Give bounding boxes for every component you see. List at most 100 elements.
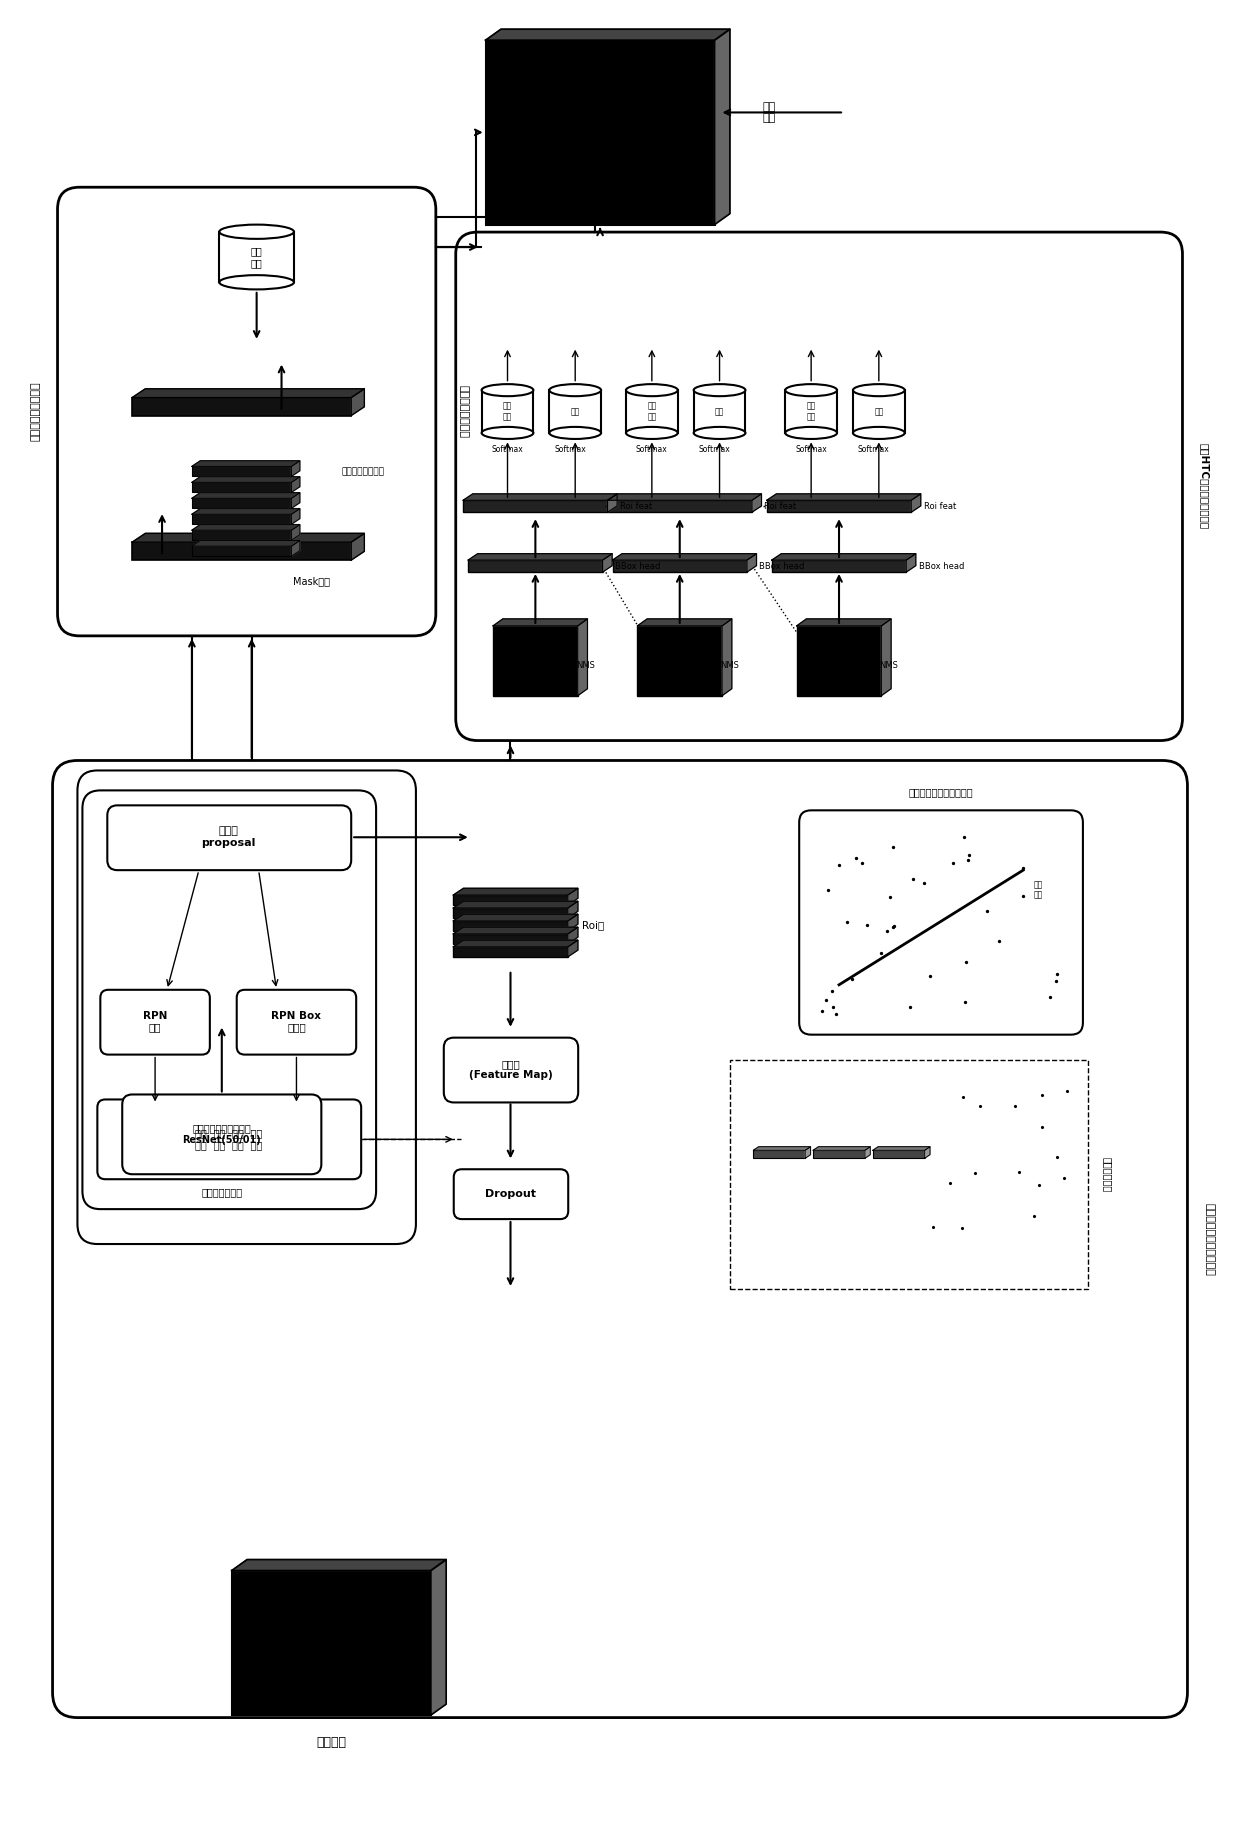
Polygon shape: [192, 492, 300, 499]
FancyBboxPatch shape: [57, 188, 435, 635]
Text: 感知  基于  调度  感知
区域  任务  网络  感知: 感知 基于 调度 感知 区域 任务 网络 感知: [195, 1129, 263, 1149]
Text: Softmax: Softmax: [858, 446, 890, 453]
Text: 回归: 回归: [874, 407, 883, 416]
FancyBboxPatch shape: [98, 1100, 361, 1179]
Polygon shape: [906, 554, 916, 573]
Polygon shape: [469, 554, 613, 560]
Text: Mask结果: Mask结果: [293, 577, 330, 586]
Polygon shape: [486, 29, 730, 41]
Text: 平衡特征提取器: 平衡特征提取器: [201, 1188, 242, 1197]
Polygon shape: [291, 460, 300, 477]
Polygon shape: [637, 619, 732, 626]
Bar: [192, 483, 291, 492]
Ellipse shape: [219, 274, 294, 289]
Bar: [873, 1149, 925, 1159]
Ellipse shape: [626, 385, 678, 396]
FancyBboxPatch shape: [800, 810, 1083, 1035]
Polygon shape: [494, 619, 588, 626]
Ellipse shape: [693, 385, 745, 396]
Bar: [608, 501, 751, 512]
Polygon shape: [291, 508, 300, 525]
Polygon shape: [291, 492, 300, 508]
Bar: [771, 560, 906, 573]
FancyBboxPatch shape: [456, 232, 1183, 740]
Text: 特征图
(Feature Map): 特征图 (Feature Map): [469, 1059, 552, 1081]
Bar: [766, 501, 911, 512]
Polygon shape: [291, 525, 300, 540]
Bar: [192, 530, 291, 540]
Text: 分割
结果: 分割 结果: [763, 101, 776, 123]
Text: RPN Box
修改器: RPN Box 修改器: [272, 1011, 321, 1033]
Polygon shape: [192, 508, 300, 514]
Text: NMS: NMS: [879, 661, 898, 670]
Text: Dropout: Dropout: [485, 1190, 536, 1199]
Polygon shape: [873, 1148, 930, 1149]
Text: 分类
分类: 分类 分类: [503, 402, 512, 422]
Text: 特征
说明: 特征 说明: [1033, 880, 1043, 899]
Text: 回归: 回归: [570, 407, 580, 416]
Bar: [192, 466, 291, 477]
Text: Roi feat: Roi feat: [620, 501, 652, 510]
Polygon shape: [864, 1148, 870, 1159]
Bar: [192, 514, 291, 525]
Polygon shape: [805, 1148, 811, 1159]
Ellipse shape: [853, 385, 905, 396]
Bar: [454, 895, 568, 904]
Text: Softmax: Softmax: [698, 446, 730, 453]
Ellipse shape: [626, 427, 678, 438]
Polygon shape: [454, 888, 578, 895]
Text: 平铺特征提取: 平铺特征提取: [1102, 1157, 1112, 1192]
Bar: [192, 545, 291, 556]
Text: 输入图片: 输入图片: [316, 1735, 346, 1750]
Bar: [754, 1149, 805, 1159]
Polygon shape: [351, 534, 365, 560]
Bar: [626, 391, 678, 433]
Text: BBox head: BBox head: [919, 562, 963, 571]
Polygon shape: [351, 389, 365, 416]
Ellipse shape: [481, 427, 533, 438]
Text: Roi feat: Roi feat: [764, 501, 796, 510]
Bar: [464, 501, 608, 512]
Ellipse shape: [785, 385, 837, 396]
Bar: [693, 391, 745, 433]
Text: RPN
分类: RPN 分类: [143, 1011, 167, 1033]
Bar: [219, 232, 294, 282]
Text: 候选区
proposal: 候选区 proposal: [202, 827, 255, 847]
Polygon shape: [613, 554, 756, 560]
Polygon shape: [192, 477, 300, 483]
Bar: [454, 908, 568, 917]
Ellipse shape: [853, 427, 905, 438]
Polygon shape: [714, 29, 730, 225]
Polygon shape: [766, 494, 921, 501]
Bar: [481, 391, 533, 433]
FancyBboxPatch shape: [82, 790, 376, 1208]
Text: BBox head: BBox head: [759, 562, 805, 571]
Text: 级联: 级联: [529, 656, 541, 665]
Polygon shape: [454, 901, 578, 908]
Bar: [729, 1059, 1087, 1289]
FancyBboxPatch shape: [100, 989, 210, 1055]
Polygon shape: [813, 1148, 870, 1149]
Text: 新型语义分割模块: 新型语义分割模块: [459, 385, 469, 438]
Text: 分割
结果: 分割 结果: [250, 247, 263, 267]
Bar: [637, 626, 722, 696]
Polygon shape: [608, 494, 761, 501]
Bar: [797, 626, 882, 696]
Polygon shape: [568, 927, 578, 943]
FancyBboxPatch shape: [237, 989, 356, 1055]
Polygon shape: [133, 389, 365, 398]
Ellipse shape: [549, 385, 601, 396]
FancyBboxPatch shape: [52, 761, 1188, 1717]
Bar: [486, 41, 714, 225]
Text: 分类
分类: 分类 分类: [647, 402, 656, 422]
Text: 分割不同的图像结果: 分割不同的图像结果: [31, 381, 41, 442]
Polygon shape: [603, 554, 613, 573]
Polygon shape: [232, 1560, 446, 1571]
Polygon shape: [291, 540, 300, 556]
Text: 平衡特征全局特征网络
ResNet(50/01): 平衡特征全局特征网络 ResNet(50/01): [182, 1124, 262, 1146]
Polygon shape: [746, 554, 756, 573]
Text: 分类
分类: 分类 分类: [806, 402, 816, 422]
Polygon shape: [578, 619, 588, 696]
Polygon shape: [568, 888, 578, 904]
Polygon shape: [464, 494, 618, 501]
